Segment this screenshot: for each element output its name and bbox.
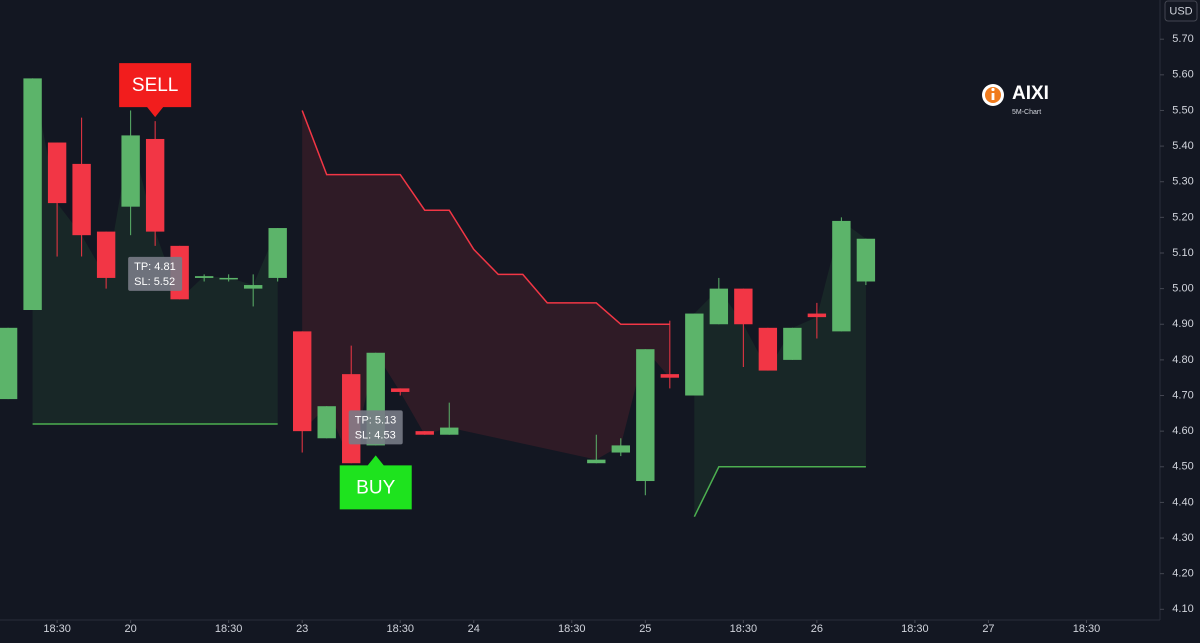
candle-body bbox=[0, 327, 18, 400]
candle-body bbox=[660, 374, 680, 378]
x-tick-label: 18:30 bbox=[1073, 623, 1101, 635]
y-tick-label: 4.10 bbox=[1172, 603, 1193, 615]
x-tick-label: 18:30 bbox=[215, 623, 243, 635]
x-tick-label: 18:30 bbox=[43, 623, 71, 635]
x-tick-label: 26 bbox=[811, 623, 823, 635]
signal-box bbox=[339, 455, 412, 510]
candle-body bbox=[145, 138, 165, 232]
candle-body bbox=[856, 238, 876, 282]
candle-body bbox=[72, 163, 91, 236]
y-tick-label: 5.20 bbox=[1172, 211, 1193, 223]
signal-label: BUY bbox=[356, 477, 395, 498]
brand-logo: AIXI 5M-Chart bbox=[982, 83, 1049, 116]
candle-body bbox=[758, 327, 778, 371]
sl-label: SL: 4.53 bbox=[355, 429, 396, 441]
y-tick-label: 4.70 bbox=[1172, 389, 1193, 401]
candle-body bbox=[440, 427, 459, 435]
currency-label: USD bbox=[1169, 5, 1192, 17]
y-tick-label: 5.50 bbox=[1172, 104, 1193, 116]
y-tick-label: 4.60 bbox=[1172, 425, 1193, 437]
candle-body bbox=[219, 277, 238, 280]
x-tick-label: 23 bbox=[296, 623, 308, 635]
stop-fill bbox=[694, 220, 866, 517]
candle-body bbox=[47, 142, 67, 204]
sl-label: SL: 5.52 bbox=[134, 276, 175, 288]
brand-subtitle: 5M-Chart bbox=[1012, 109, 1041, 116]
stop-fill bbox=[302, 110, 670, 464]
candle-body bbox=[685, 313, 704, 396]
y-tick-label: 4.80 bbox=[1172, 354, 1193, 366]
candle-body bbox=[293, 331, 312, 432]
candle-body bbox=[243, 285, 263, 289]
brand-name: AIXI bbox=[1012, 83, 1049, 104]
tp-sl-box bbox=[128, 256, 183, 291]
y-tick-label: 4.50 bbox=[1172, 461, 1193, 473]
y-tick-label: 5.10 bbox=[1172, 247, 1193, 259]
currency-box bbox=[1164, 0, 1198, 22]
y-tick-label: 5.70 bbox=[1172, 33, 1193, 45]
y-tick-label: 5.40 bbox=[1172, 140, 1193, 152]
candle-body bbox=[96, 231, 116, 278]
x-tick-label: 25 bbox=[639, 623, 651, 635]
candle-body bbox=[807, 313, 827, 318]
x-tick-label: 18:30 bbox=[558, 623, 586, 635]
candle-body bbox=[391, 388, 410, 392]
signal-box bbox=[119, 63, 192, 118]
candle-body bbox=[832, 220, 851, 332]
x-tick-label: 18:30 bbox=[901, 623, 929, 635]
candle-body bbox=[194, 276, 214, 278]
x-tick-label: 18:30 bbox=[386, 623, 414, 635]
candle-body bbox=[23, 78, 42, 310]
x-tick-label: 24 bbox=[468, 623, 480, 635]
x-tick-label: 18:30 bbox=[730, 623, 758, 635]
stop-line bbox=[693, 466, 866, 517]
y-tick-label: 5.30 bbox=[1172, 176, 1193, 188]
stop-lines bbox=[32, 110, 866, 517]
candle-body bbox=[611, 445, 630, 453]
candle-body bbox=[587, 459, 606, 464]
signal-label: SELL bbox=[132, 75, 178, 96]
logo-glyph bbox=[991, 93, 995, 100]
y-tick-label: 4.40 bbox=[1172, 496, 1193, 508]
y-tick-label: 4.20 bbox=[1172, 568, 1193, 580]
stop-line bbox=[301, 110, 670, 326]
annotations: SELL TP: 4.81 SL: 5.52 BUY TP: 5.13 SL: 4.53 bbox=[119, 63, 412, 510]
x-tick-label: 20 bbox=[125, 623, 137, 635]
tp-sl-box bbox=[348, 410, 403, 445]
candles bbox=[0, 78, 876, 496]
axes: USD 5.70 5.60 5.50 5.40 5.30 5.20 5.10 5.00 4.90… bbox=[43, 0, 1198, 635]
y-tick-label: 4.30 bbox=[1172, 532, 1193, 544]
stop-fill bbox=[32, 78, 278, 425]
candle-body bbox=[121, 135, 140, 207]
candle-body bbox=[415, 431, 434, 435]
candle-body bbox=[709, 288, 729, 325]
candle-body bbox=[636, 349, 655, 482]
candle-body bbox=[268, 228, 287, 278]
tp-label: TP: 4.81 bbox=[134, 261, 176, 273]
tp-label: TP: 5.13 bbox=[355, 414, 397, 426]
y-tick-label: 5.60 bbox=[1172, 69, 1193, 81]
x-tick-label: 27 bbox=[982, 623, 994, 635]
y-tick-label: 5.00 bbox=[1172, 283, 1193, 295]
candle-body bbox=[783, 327, 802, 360]
fills bbox=[32, 78, 866, 517]
candle-body bbox=[734, 288, 753, 325]
candle-body bbox=[317, 406, 336, 439]
logo-dot bbox=[991, 87, 995, 92]
y-tick-label: 4.90 bbox=[1172, 318, 1193, 330]
